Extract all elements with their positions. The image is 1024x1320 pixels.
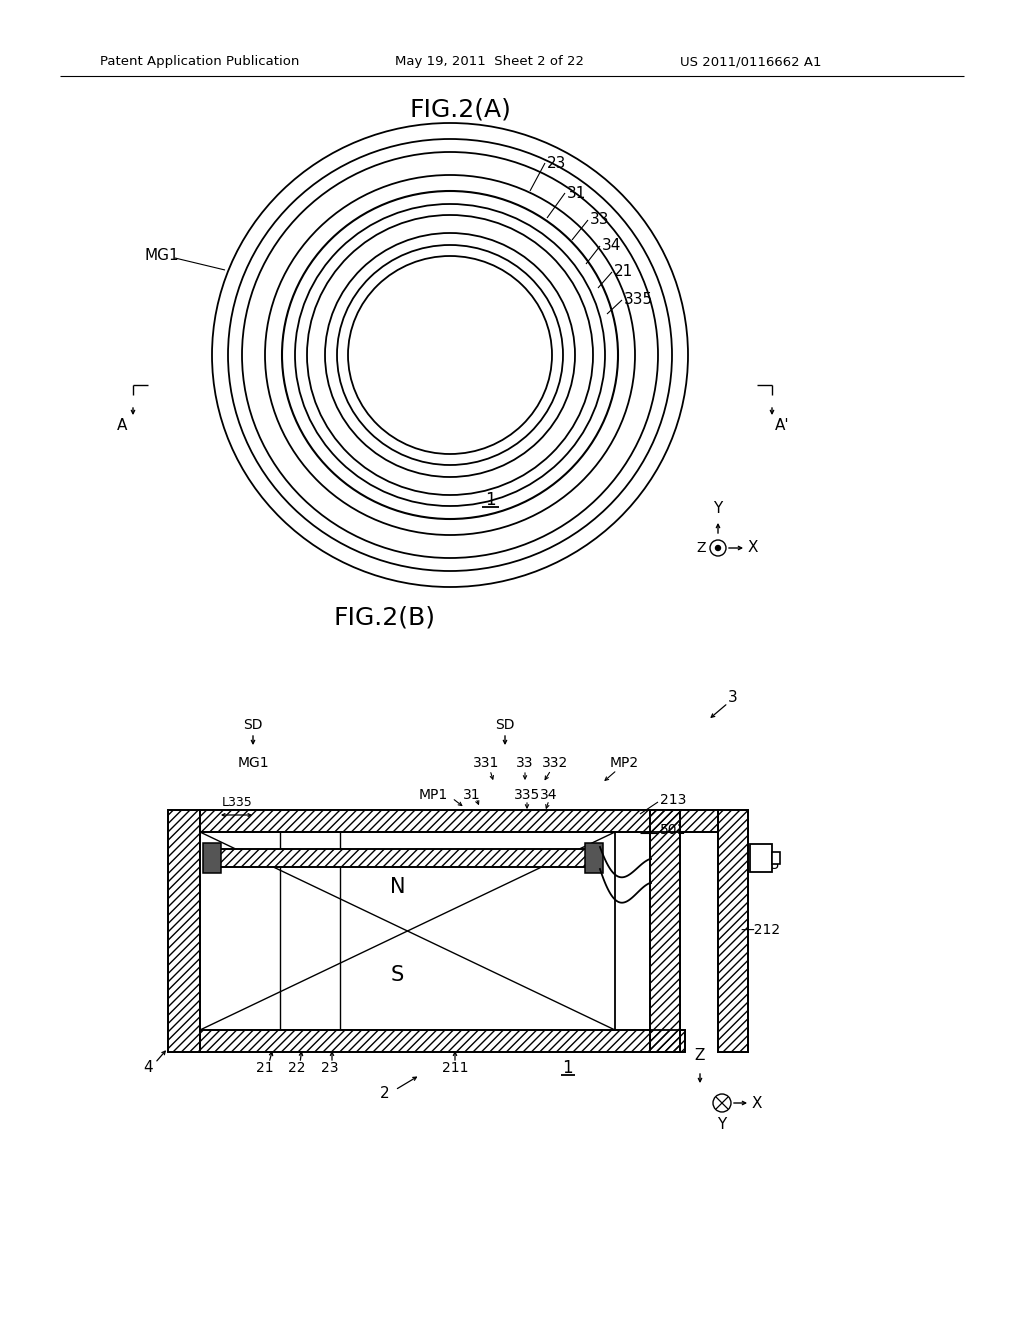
Text: 3: 3 — [728, 690, 737, 705]
Text: L335: L335 — [221, 796, 252, 809]
Text: 21: 21 — [256, 1061, 273, 1074]
Text: Z: Z — [695, 1048, 706, 1063]
Bar — [205, 849, 590, 867]
Text: 21: 21 — [614, 264, 633, 280]
Text: A': A' — [775, 418, 790, 433]
Bar — [200, 810, 685, 832]
Text: 23: 23 — [322, 1061, 339, 1074]
Text: X: X — [748, 540, 759, 556]
Text: 331: 331 — [473, 756, 499, 770]
Bar — [680, 810, 718, 832]
Bar — [168, 810, 200, 1052]
Text: —5: —5 — [757, 858, 779, 873]
Circle shape — [716, 545, 721, 550]
Text: 2: 2 — [380, 1085, 390, 1101]
Text: 33: 33 — [590, 213, 609, 227]
Bar — [718, 810, 748, 1052]
Text: MG1: MG1 — [145, 248, 179, 263]
Bar — [203, 843, 221, 873]
Text: Y: Y — [714, 502, 723, 516]
Text: 332: 332 — [542, 756, 568, 770]
Text: —212: —212 — [740, 923, 780, 937]
Bar — [650, 810, 680, 1052]
Text: SD: SD — [496, 718, 515, 733]
Text: A: A — [117, 418, 127, 433]
Text: 23: 23 — [547, 156, 566, 170]
Text: 1: 1 — [562, 1059, 572, 1077]
Text: 22: 22 — [288, 1061, 306, 1074]
Text: 501: 501 — [660, 822, 686, 837]
Text: MP1: MP1 — [419, 788, 449, 803]
Text: 31: 31 — [567, 186, 587, 201]
Text: May 19, 2011  Sheet 2 of 22: May 19, 2011 Sheet 2 of 22 — [395, 55, 584, 69]
Text: US 2011/0116662 A1: US 2011/0116662 A1 — [680, 55, 821, 69]
Text: SD: SD — [244, 718, 263, 733]
Bar — [650, 810, 680, 1052]
Text: 31: 31 — [463, 788, 481, 803]
Bar — [750, 843, 772, 873]
Text: N: N — [390, 878, 406, 898]
Bar — [680, 810, 718, 832]
Bar — [772, 851, 780, 865]
Bar — [200, 810, 685, 832]
Bar — [168, 810, 200, 1052]
Bar — [205, 849, 590, 867]
Text: 335: 335 — [514, 788, 540, 803]
Text: FIG.2(B): FIG.2(B) — [334, 606, 436, 630]
Bar — [200, 1030, 685, 1052]
Bar — [585, 843, 603, 873]
Text: 4: 4 — [143, 1060, 153, 1076]
Text: 33: 33 — [516, 756, 534, 770]
Text: 213: 213 — [660, 793, 686, 807]
Text: 34: 34 — [602, 239, 622, 253]
Bar — [200, 1030, 685, 1052]
Text: 335: 335 — [624, 293, 653, 308]
Text: MG1: MG1 — [238, 756, 269, 770]
Bar — [718, 810, 748, 1052]
Text: S: S — [391, 965, 404, 985]
Text: FIG.2(A): FIG.2(A) — [409, 98, 511, 121]
Bar — [200, 832, 615, 1030]
Text: 1: 1 — [484, 491, 496, 510]
Text: X: X — [752, 1096, 763, 1110]
Text: Patent Application Publication: Patent Application Publication — [100, 55, 299, 69]
Text: Y: Y — [718, 1117, 727, 1133]
Text: MP2: MP2 — [610, 756, 639, 770]
Text: Z: Z — [696, 541, 706, 554]
Text: 211: 211 — [441, 1061, 468, 1074]
Text: 34: 34 — [541, 788, 558, 803]
